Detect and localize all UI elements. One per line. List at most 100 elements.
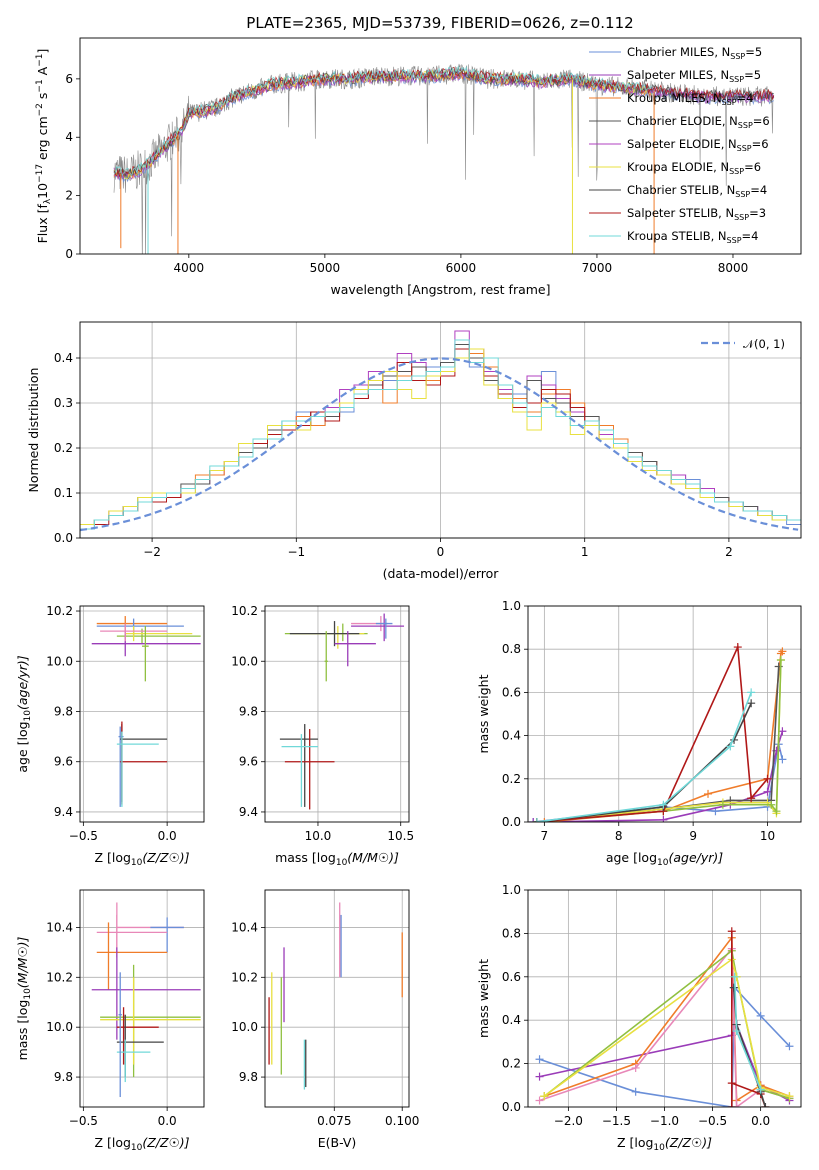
error-cross: [281, 734, 318, 807]
error-crosses: [91, 902, 201, 1098]
weight-point-marker: [785, 1092, 794, 1101]
legend-label: Salpeter ELODIE, NSSP=6: [627, 137, 769, 153]
weight-point-marker: [778, 647, 787, 656]
error-cross: [284, 729, 335, 810]
weight-point-marker: [730, 972, 739, 981]
error-crosses: [279, 613, 405, 810]
x-tick-label: −0.5: [69, 829, 98, 843]
error-cross: [293, 626, 365, 649]
y-tick-label: 0.6: [502, 970, 521, 984]
x-tick-label: 10.0: [305, 829, 332, 843]
axes-frame: [527, 605, 802, 823]
weight-point-marker: [732, 1103, 741, 1107]
spectrum-panel: 4000 5000 6000 7000 8000 0 2 4 6 Chabrier MILES, …: [35, 37, 802, 297]
x-tick-label: 10: [760, 829, 775, 843]
weight-point-marker: [631, 1063, 640, 1072]
model-spectrum-line: [113, 70, 652, 179]
x-tick-label: 7: [541, 829, 549, 843]
weight-point-marker: [535, 1055, 544, 1064]
observed-spectrum: [113, 63, 774, 254]
x-axis-label: Z [log10(Z/Z☉)]: [94, 1135, 189, 1153]
y-tick-label: 10.4: [46, 920, 73, 934]
error-cross: [116, 1039, 151, 1083]
y-tick-label: 10.2: [46, 604, 73, 618]
error-cross: [100, 623, 168, 642]
weight-point-marker: [535, 1072, 544, 1081]
weight-point-marker: [532, 818, 541, 822]
axes-frame: [264, 605, 410, 823]
legend-label: Salpeter MILES, NSSP=5: [627, 68, 761, 84]
x-tick-label: −2: [143, 545, 161, 559]
axes-frame: [527, 889, 802, 1108]
age-vs-z-panel: −0.5 0.0 9.4 9.6 9.8 10.0 10.2 Z [log10(Z/Z☉)] a…: [15, 604, 205, 868]
weight-point-marker: [529, 818, 538, 822]
y-tick-label: 9.8: [54, 1070, 73, 1084]
x-tick-label: 8000: [718, 261, 749, 275]
weight-series-line: [536, 659, 782, 822]
normal-curve: [80, 357, 799, 532]
axes-frame: [79, 37, 802, 255]
y-tick-label: 9.6: [54, 755, 73, 769]
y-tick-label: 4: [65, 130, 73, 144]
x-tick-label: −1.0: [650, 1114, 679, 1128]
weight-point-marker: [756, 1011, 765, 1020]
y-tick-label: 0.4: [502, 1013, 521, 1027]
x-tick-label: 1: [581, 545, 589, 559]
residual-histogram-panel: −2 −1 0 1 2 0.0 0.1 0.2 0.3 0.4 𝒩(0, 1) (data-model…: [26, 321, 802, 581]
weight-point-marker: [727, 1103, 736, 1107]
weight-point-marker: [747, 699, 756, 708]
model-spectrum-line: [113, 66, 775, 177]
error-cross: [279, 724, 318, 807]
legend-label: Kroupa ELODIE, NSSP=6: [627, 160, 761, 176]
x-tick-label: 8: [615, 829, 623, 843]
mass-weight-vs-age-panel: 7 8 9 10 0.0 0.2 0.4 0.6 0.8 1.0 age [log10(age/yr…: [476, 599, 802, 868]
weight-series-line: [544, 650, 784, 822]
x-tick-label: −0.5: [69, 1114, 98, 1128]
error-cross: [375, 618, 393, 639]
y-tick-label: 0.1: [54, 486, 73, 500]
y-axis-label: Flux [fλ10−17 erg cm−2 s−1 A−1]: [35, 49, 53, 244]
y-tick-label: 9.4: [239, 805, 258, 819]
y-tick-label: 10.0: [231, 654, 258, 668]
model-spectrum-line: [113, 65, 652, 177]
error-cross: [91, 631, 201, 657]
x-tick-label: 4000: [174, 261, 205, 275]
weight-series-line: [543, 958, 790, 1097]
y-tick-label: 9.8: [54, 704, 73, 718]
x-tick-label: 2: [725, 545, 733, 559]
error-cross: [334, 631, 376, 667]
x-tick-label: 0.075: [317, 1114, 351, 1128]
y-tick-label: 9.6: [239, 755, 258, 769]
weight-point-marker: [733, 643, 742, 652]
y-tick-label: 9.8: [239, 704, 258, 718]
error-cross: [120, 721, 168, 805]
y-tick-label: 0.0: [502, 1100, 521, 1114]
x-tick-label: 0.100: [385, 1114, 419, 1128]
x-tick-label: −2.0: [554, 1114, 583, 1128]
y-tick-label: 10.0: [231, 1020, 258, 1034]
x-axis-label: age [log10(age/yr)]: [606, 850, 723, 868]
x-tick-label: 6000: [446, 261, 477, 275]
y-tick-label: 0.0: [502, 815, 521, 829]
error-crosses: [268, 902, 403, 1090]
histogram-series: [80, 339, 801, 538]
x-tick-label: 7000: [582, 261, 613, 275]
legend-label: Kroupa MILES, NSSP=4: [627, 91, 753, 107]
error-cross: [118, 972, 122, 1098]
weight-point-marker: [659, 800, 668, 809]
x-axis-label: E(B-V): [318, 1135, 357, 1150]
y-tick-label: 10.0: [46, 654, 73, 668]
weight-point-marker: [535, 1096, 544, 1105]
weight-point-marker: [718, 800, 727, 809]
error-cross: [100, 964, 201, 1078]
error-cross: [96, 922, 168, 990]
weight-point-marker: [772, 807, 781, 816]
weight-series-line: [536, 692, 752, 822]
figure-title: PLATE=2365, MJD=53739, FIBERID=0626, z=0…: [246, 14, 633, 32]
y-axis-label: mass [log10(M/M☉)]: [15, 936, 33, 1060]
legend-label: Kroupa STELIB, NSSP=4: [627, 229, 758, 245]
weight-lines: [535, 927, 794, 1107]
x-tick-label: 0.0: [751, 1114, 770, 1128]
weight-point-marker: [763, 774, 772, 783]
